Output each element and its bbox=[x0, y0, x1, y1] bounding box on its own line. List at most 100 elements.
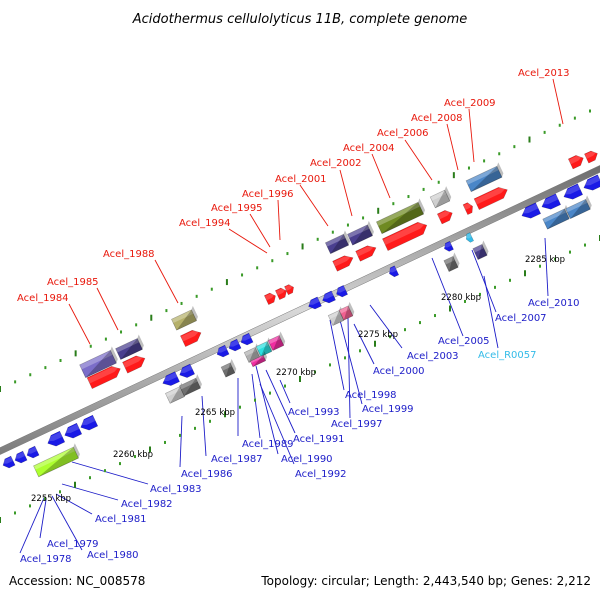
gene-label-acel-2010[interactable]: Acel_2010 bbox=[528, 298, 580, 309]
connector-bottom-19 bbox=[431, 257, 464, 337]
gene-box-1986b bbox=[179, 374, 202, 397]
gene-label-acel-r0057[interactable]: Acel_R0057 bbox=[478, 350, 537, 361]
connector-bottom-16 bbox=[347, 317, 351, 419]
dot-track-bottom bbox=[74, 481, 76, 488]
dot-track-bottom bbox=[224, 411, 226, 418]
gene-label-acel-1998[interactable]: Acel_1998 bbox=[345, 390, 397, 401]
gene-features bbox=[2, 150, 600, 478]
gene-label-acel-1983[interactable]: Acel_1983 bbox=[150, 484, 202, 495]
map-title: Acidothermus cellulolyticus 11B, complet… bbox=[132, 12, 468, 27]
gene-label-acel-1985[interactable]: Acel_1985 bbox=[47, 277, 99, 288]
connector-bottom-21 bbox=[483, 275, 499, 349]
gene-label-acel-2000[interactable]: Acel_2000 bbox=[373, 366, 425, 377]
gene-box-2000b bbox=[338, 301, 355, 321]
kbp-label-2280: 2280 kbp bbox=[441, 293, 481, 303]
gene-label-acel-2009[interactable]: Acel_2009 bbox=[444, 98, 496, 109]
gene-label-acel-2006[interactable]: Acel_2006 bbox=[377, 128, 429, 139]
dot-track-top bbox=[498, 152, 501, 156]
gene-label-acel-1987[interactable]: Acel_1987 bbox=[211, 454, 263, 465]
kbp-label-2275: 2275 kbp bbox=[358, 330, 398, 340]
gene-label-acel-1981[interactable]: Acel_1981 bbox=[95, 514, 147, 525]
connector-bottom-7 bbox=[201, 395, 207, 457]
gene-label-acel-1978[interactable]: Acel_1978 bbox=[20, 554, 72, 565]
dot-track-bottom bbox=[524, 270, 526, 277]
connector-top-9 bbox=[404, 139, 433, 181]
dot-track-top bbox=[483, 159, 486, 163]
dot-track-top bbox=[543, 130, 546, 134]
gene-rev-c2 bbox=[240, 332, 254, 346]
dot-track-bottom bbox=[389, 335, 391, 339]
dot-track-top bbox=[59, 358, 62, 362]
gene-label-acel-2013[interactable]: Acel_2013 bbox=[518, 68, 570, 79]
dot-track-top bbox=[256, 266, 259, 270]
dot-track-top bbox=[392, 202, 395, 206]
gene-rev-2005 bbox=[443, 240, 454, 252]
dot-track-bottom bbox=[359, 349, 361, 353]
gene-label-acel-1994[interactable]: Acel_1994 bbox=[179, 218, 231, 229]
dot-track-top bbox=[165, 309, 168, 313]
gene-label-acel-1993[interactable]: Acel_1993 bbox=[288, 407, 340, 418]
dot-track-top bbox=[14, 380, 17, 384]
gene-arrow-2009 bbox=[473, 187, 508, 210]
dot-track-top bbox=[331, 230, 334, 234]
gene-label-acel-2007[interactable]: Acel_2007 bbox=[495, 313, 547, 324]
gene-label-acel-1982[interactable]: Acel_1982 bbox=[121, 499, 173, 510]
gene-rev-1997 bbox=[307, 296, 322, 310]
gene-arrow-2001 bbox=[332, 255, 354, 272]
dot-track-top bbox=[528, 136, 531, 143]
gene-label-acel-1996[interactable]: Acel_1996 bbox=[242, 189, 294, 200]
connector-top-3 bbox=[228, 228, 268, 254]
connector-top-5 bbox=[277, 199, 281, 241]
dot-track-top bbox=[135, 323, 138, 327]
dot-track-top bbox=[29, 373, 32, 377]
top-gene-labels: Acel_1984 Acel_1985 Acel_1988 Acel_1994 … bbox=[17, 68, 570, 304]
connector-bottom-12 bbox=[279, 379, 291, 404]
dot-track-bottom bbox=[0, 517, 1, 523]
gene-arrow-1995 bbox=[275, 287, 287, 300]
gene-label-acel-1990[interactable]: Acel_1990 bbox=[281, 454, 333, 465]
gene-label-acel-1999[interactable]: Acel_1999 bbox=[362, 404, 414, 415]
gene-label-acel-2008[interactable]: Acel_2008 bbox=[411, 113, 463, 124]
dot-track-top bbox=[120, 330, 123, 334]
gene-label-acel-2002[interactable]: Acel_2002 bbox=[310, 158, 362, 169]
gene-arrow-1996 bbox=[284, 284, 294, 296]
gene-label-acel-1995[interactable]: Acel_1995 bbox=[211, 203, 263, 214]
connector-top-8 bbox=[371, 153, 391, 199]
gene-label-acel-1992[interactable]: Acel_1992 bbox=[295, 469, 347, 480]
gene-label-acel-1988[interactable]: Acel_1988 bbox=[103, 249, 155, 260]
gene-box-1991 bbox=[267, 331, 286, 351]
gene-label-acel-1984[interactable]: Acel_1984 bbox=[17, 293, 69, 304]
connector-bottom-9 bbox=[251, 373, 261, 439]
dot-track-top bbox=[407, 195, 410, 199]
bottom-gene-labels: Acel_1978 Acel_1979 Acel_1980 Acel_1981 … bbox=[20, 298, 580, 565]
gene-box-1979 bbox=[33, 443, 80, 478]
gene-label-acel-2003[interactable]: Acel_2003 bbox=[407, 351, 459, 362]
gene-label-acel-2004[interactable]: Acel_2004 bbox=[343, 143, 395, 154]
gene-box-2010 bbox=[542, 204, 571, 230]
dot-track-top bbox=[180, 301, 183, 305]
gene-label-acel-1986[interactable]: Acel_1986 bbox=[181, 469, 233, 480]
gene-label-acel-1979[interactable]: Acel_1979 bbox=[47, 539, 99, 550]
gene-rev-c0 bbox=[216, 344, 230, 358]
gene-rev-b2 bbox=[79, 414, 99, 431]
connector-bottom-2 bbox=[51, 495, 83, 551]
gene-rev-b0 bbox=[46, 430, 66, 447]
gene-label-acel-1980[interactable]: Acel_1980 bbox=[87, 550, 139, 561]
dot-track-top bbox=[467, 166, 470, 170]
gene-label-acel-2005[interactable]: Acel_2005 bbox=[438, 336, 490, 347]
dot-track-bottom bbox=[89, 476, 91, 480]
gene-rev-1983 bbox=[161, 371, 180, 386]
dot-track-top bbox=[89, 344, 92, 348]
dot-track-bottom bbox=[509, 278, 511, 282]
dot-track-top bbox=[362, 216, 365, 220]
connector-top-0 bbox=[68, 303, 91, 345]
connector-bottom-4 bbox=[61, 483, 119, 501]
gene-label-acel-1997[interactable]: Acel_1997 bbox=[331, 419, 383, 430]
gene-label-acel-2001[interactable]: Acel_2001 bbox=[275, 174, 327, 185]
gene-label-acel-1989[interactable]: Acel_1989 bbox=[242, 439, 294, 450]
gene-rev-a1 bbox=[14, 450, 28, 464]
gene-arrow-2004 bbox=[382, 222, 428, 252]
dot-track-bottom bbox=[134, 455, 136, 459]
gene-label-acel-1991[interactable]: Acel_1991 bbox=[293, 434, 345, 445]
connector-top-4 bbox=[249, 213, 271, 248]
